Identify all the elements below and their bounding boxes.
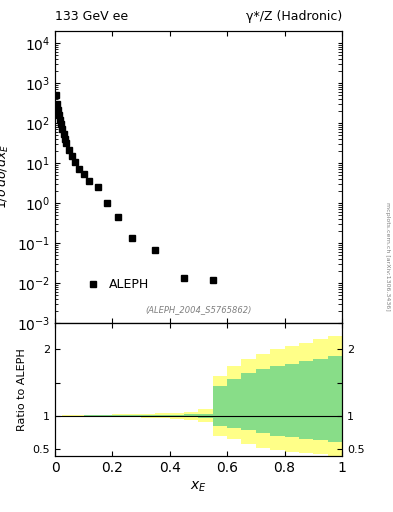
Text: 133 GeV ee: 133 GeV ee xyxy=(55,10,128,23)
X-axis label: $x_E$: $x_E$ xyxy=(190,480,207,495)
Text: (ALEPH_2004_S5765862): (ALEPH_2004_S5765862) xyxy=(145,305,252,314)
Y-axis label: Ratio to ALEPH: Ratio to ALEPH xyxy=(17,348,27,431)
Y-axis label: $1/\sigma\,d\sigma/dx_E$: $1/\sigma\,d\sigma/dx_E$ xyxy=(0,144,11,209)
Text: γ*/Z (Hadronic): γ*/Z (Hadronic) xyxy=(246,10,342,23)
Text: mcplots.cern.ch [arXiv:1306.3436]: mcplots.cern.ch [arXiv:1306.3436] xyxy=(385,202,389,310)
Legend: ALEPH: ALEPH xyxy=(75,273,154,296)
